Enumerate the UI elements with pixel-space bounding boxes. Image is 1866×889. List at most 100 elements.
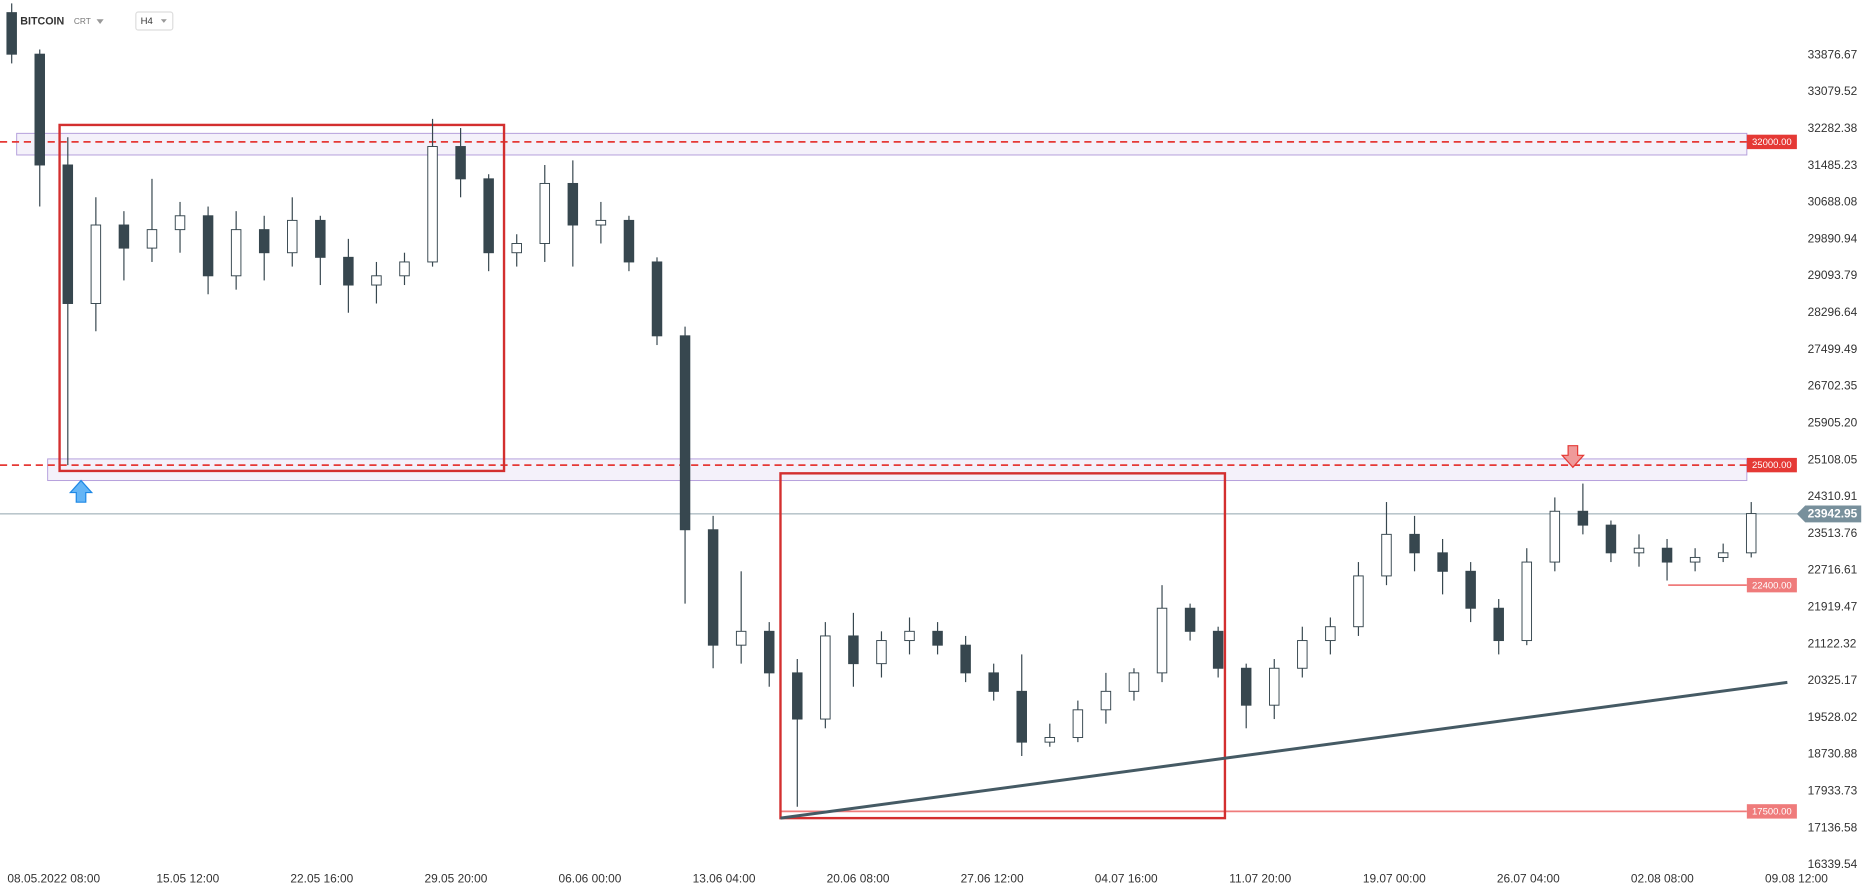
y-tick-label: 19528.02 [1808,710,1858,724]
arrow-down [1560,445,1585,469]
candle-body [1437,552,1448,572]
candle-body [539,182,551,244]
instrument-type[interactable]: CRT [74,16,91,26]
y-tick-label: 24310.91 [1808,489,1858,503]
candle-body [1409,533,1420,554]
candle-body [763,630,775,674]
candle-body [1577,510,1589,526]
candle-body [1717,552,1729,558]
candle-body [1184,607,1196,632]
level-tag [1746,804,1797,819]
x-tick-label: 20.06 08:00 [827,872,890,886]
last-price-tag [1796,505,1862,523]
candle-body [202,215,214,277]
level-label: 17500.00 [1752,807,1792,818]
candle-body [1605,524,1617,554]
candle-body [118,224,130,249]
candle-body [1212,630,1224,669]
candle-body [1297,640,1308,669]
level-tag [1746,457,1797,473]
candle-body [6,12,17,55]
candle-body [1100,690,1112,711]
candle-body [90,224,102,304]
candle-body [258,229,270,254]
candle-body [287,219,298,254]
dropdown-caret [160,19,167,23]
level-label: 25000.00 [1752,460,1792,471]
level-label: 32000.00 [1752,137,1792,148]
candle-body [1521,561,1533,642]
candle-body [1240,667,1252,706]
candle-body [230,229,242,277]
y-tick-label: 25905.20 [1808,415,1858,429]
candle-body [34,53,45,166]
x-tick-label: 22.05 16:00 [290,872,353,886]
x-tick-label: 29.05 20:00 [424,872,487,886]
candle-body [932,630,943,646]
candle-body [1745,513,1757,554]
x-tick-label: 04.07 16:00 [1095,872,1158,886]
x-tick-label: 27.06 12:00 [961,872,1024,886]
interval-button[interactable] [135,11,174,31]
candle-body [960,644,971,674]
candle-body [567,182,579,226]
candle-body [820,635,831,720]
candle-body [1353,575,1364,628]
zone-band [16,132,1748,156]
candle-body [651,261,663,337]
y-tick-label: 28296.64 [1808,305,1858,319]
y-tick-label: 18730.88 [1808,747,1858,761]
y-tick-label: 25108.05 [1808,452,1858,466]
candle-body [511,243,522,254]
x-tick-label: 19.07 00:00 [1363,872,1426,886]
candle-body [1044,737,1056,743]
candle-body [1072,709,1084,738]
x-tick-label: 13.06 04:00 [693,872,756,886]
interval: H4 [141,16,154,27]
candle-body [1156,607,1168,674]
level-label: 22400.00 [1752,580,1792,591]
x-tick-label: 11.07 20:00 [1229,872,1291,886]
y-tick-label: 26702.35 [1808,379,1858,393]
range-box [58,123,506,473]
candle-body [146,229,158,249]
candle-body [399,261,410,277]
candle-body [1381,533,1392,577]
x-tick-label: 15.05 12:00 [156,872,219,886]
candle-body [904,630,915,642]
candle-body [623,219,635,263]
candle-body [988,672,999,692]
trend-line [780,680,1788,820]
y-tick-label: 21122.32 [1808,636,1857,650]
x-tick-label: 06.06 00:00 [559,872,622,886]
candle-body [848,635,859,665]
x-tick-label: 09.08 12:00 [1765,872,1828,886]
y-tick-label: 21919.47 [1808,599,1858,613]
candle-body [62,164,74,304]
y-tick-label: 27499.49 [1808,342,1858,356]
candle-body [455,146,466,180]
y-tick-label: 17933.73 [1808,783,1858,797]
y-tick-label: 16339.54 [1808,857,1858,871]
candle-body [1016,690,1027,743]
candle-body [1465,570,1476,609]
x-tick-label: 02.08 08:00 [1631,872,1694,886]
x-tick-label: 26.07 04:00 [1497,872,1560,886]
candle-body [595,219,607,226]
y-tick-label: 23513.76 [1808,526,1858,540]
candle-body [483,178,494,254]
candle-body [343,256,354,286]
candle-body [707,529,719,646]
y-tick-label: 22716.61 [1808,563,1858,577]
candle-body [679,335,691,531]
x-tick-label: 08.05.2022 08:00 [7,872,100,886]
candle-body [1493,607,1504,642]
y-tick-label: 30688.08 [1808,195,1858,209]
candle-body [315,219,326,258]
candle-body [735,630,747,646]
y-tick-label: 20325.17 [1808,673,1858,687]
y-tick-label: 31485.23 [1808,158,1858,172]
candle-body [174,215,186,231]
